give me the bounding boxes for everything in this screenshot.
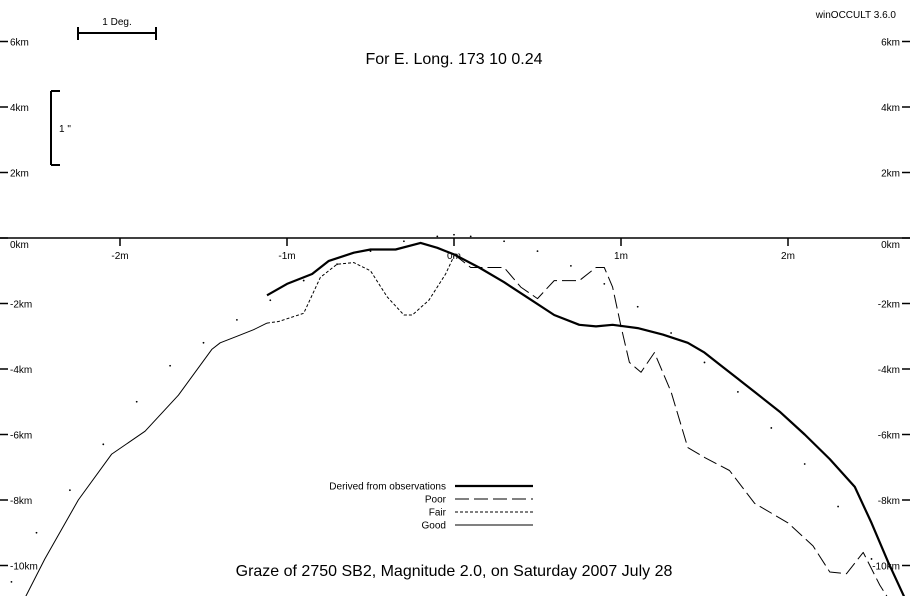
limb-dot [737,391,739,393]
y-tick-label-right: -6km [878,431,900,442]
x-tick-label: 1m [614,251,628,262]
y-tick-label-left: 2km [10,169,29,180]
legend: Derived from observations Poor Fair Good [329,482,533,532]
series-line-thin [25,322,268,596]
limb-dot [536,250,539,253]
longitude-title: For E. Long. 173 10 0.24 [365,51,542,68]
y-tick-label-left: -4km [10,365,32,376]
limb-dot [870,558,873,560]
legend-label: Poor [425,495,447,506]
limb-dot [837,505,839,508]
limb-dot [202,341,205,344]
x-tick-label: 2m [781,251,795,262]
app-version: winOCCULT 3.6.0 [815,10,897,21]
y-tick-label-left: 6km [10,38,29,49]
y-tick-label-right: -4km [878,365,900,376]
limb-dot [10,580,13,583]
x-tick-label: -2m [111,251,128,262]
horizontal-scale-bar: 1 Deg. [77,17,157,40]
limb-dot [102,443,105,446]
limb-dot [135,400,138,403]
limb-dot [269,299,272,302]
x-tick-label: -1m [278,251,295,262]
y-tick-label-right: 2km [881,169,900,180]
limb-dot [670,332,672,334]
y-tick-label-right: -2km [878,300,900,311]
y-tick-label-right: 4km [881,103,900,114]
limb-dot [336,263,338,266]
y-tick-label-left: 4km [10,103,29,114]
limb-dot [636,305,639,308]
limb-dot [35,531,38,534]
limb-dot [469,235,472,238]
limb-dot [570,264,572,267]
y-tick-label-left: -6km [10,431,32,442]
vertical-scale-label: 1 " [59,124,71,135]
series-line-short-dashed [266,255,455,324]
y-tick-label-right: 0km [881,240,900,251]
limb-dot [403,240,405,243]
series-layer [10,233,906,596]
y-tick-label-left: -10km [10,562,38,573]
limb-dot [703,361,706,364]
limb-dot [453,233,455,236]
legend-label: Good [422,521,446,532]
vertical-scale-bar: 1 " [50,90,71,166]
horizontal-scale-label: 1 Deg. [102,17,131,28]
legend-label: Derived from observations [329,482,446,493]
limb-dot [436,235,439,238]
limb-dot [603,282,606,285]
limb-dot [236,318,238,321]
y-tick-label-left: -2km [10,300,32,311]
series-line-thick [266,241,906,596]
y-tick-label-left: 0km [10,240,29,251]
limb-dot [169,364,172,367]
limb-dot [503,240,505,243]
y-tick-label-right: -10km [872,562,900,573]
series-line-dashed [453,254,888,596]
limb-dot [770,427,773,429]
y-tick-label-right: 6km [881,38,900,49]
limb-dot [803,463,806,465]
y-tick-label-left: -8km [10,496,32,507]
legend-label: Fair [429,508,447,519]
limb-dot [302,279,305,282]
limb-dot [69,489,71,492]
y-tick-label-right: -8km [878,496,900,507]
graze-caption: Graze of 2750 SB2, Magnitude 2.0, on Sat… [236,563,673,580]
